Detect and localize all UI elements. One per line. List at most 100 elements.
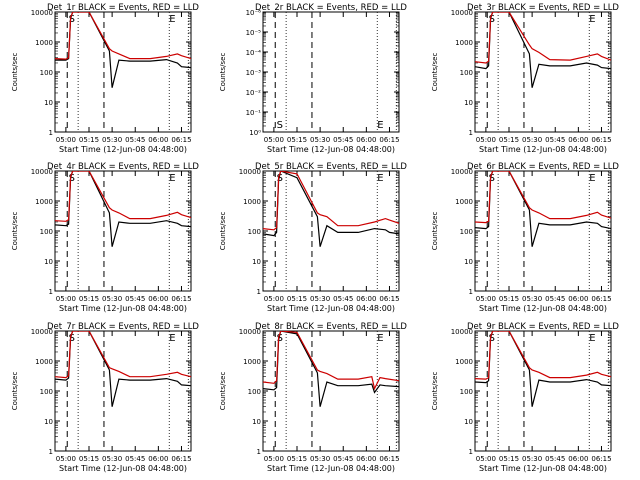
- y-tick-label: 1: [257, 448, 261, 456]
- y-tick-label: 100: [40, 388, 53, 396]
- start-marker: S: [277, 120, 283, 131]
- end-marker: E: [169, 14, 175, 25]
- y-tick-label: 10000: [31, 168, 53, 176]
- y-tick-label: 10⁻²: [246, 89, 262, 97]
- end-marker: E: [169, 333, 175, 344]
- x-tick-label: 06:00: [148, 295, 168, 303]
- x-tick-label: 05:00: [264, 136, 284, 144]
- x-tick-label: 05:45: [333, 295, 353, 303]
- detector-panel-4: Det_4r BLACK = Events, RED = LLD Counts/s…: [11, 162, 199, 313]
- detector-panel-6: Det_6r BLACK = Events, RED = LLD Counts/s…: [431, 162, 619, 313]
- x-tick-label: 06:15: [591, 136, 611, 144]
- y-tick-label: 10000: [451, 168, 473, 176]
- y-axis-label: Counts/sec: [431, 212, 439, 251]
- x-tick-label: 05:30: [102, 455, 122, 463]
- x-tick-label: 06:15: [379, 136, 399, 144]
- y-tick-label: 10000: [451, 328, 473, 336]
- y-tick-label: 1000: [455, 198, 473, 206]
- x-axis-label: Start Time (12-Jun-08 04:48:00): [479, 304, 607, 313]
- x-tick-label: 05:00: [264, 455, 284, 463]
- y-axis-label: Counts/sec: [431, 53, 439, 92]
- y-tick-label: 10: [464, 258, 473, 266]
- x-tick-label: 06:00: [148, 136, 168, 144]
- y-tick-label: 1: [49, 129, 53, 137]
- y-tick-label: 10000: [239, 328, 261, 336]
- x-tick-label: 06:15: [171, 295, 191, 303]
- y-tick-label: 10⁻⁴: [246, 49, 262, 57]
- series-lld-line: [263, 331, 399, 391]
- x-tick-label: 05:00: [56, 136, 76, 144]
- x-tick-label: 05:30: [522, 136, 542, 144]
- y-tick-label: 1: [257, 288, 261, 296]
- x-tick-label: 06:15: [379, 295, 399, 303]
- plot-frame: [474, 11, 612, 133]
- y-tick-label: 10000: [31, 328, 53, 336]
- plot-frame: [262, 11, 400, 133]
- end-marker: E: [169, 173, 175, 184]
- y-axis-label: Counts/sec: [11, 212, 19, 251]
- start-marker: S: [489, 14, 495, 25]
- x-tick-label: 05:15: [79, 295, 99, 303]
- x-tick-label: 05:15: [287, 136, 307, 144]
- x-tick-label: 05:30: [522, 295, 542, 303]
- x-tick-label: 05:30: [102, 295, 122, 303]
- panel-title: Det_5r BLACK = Events, RED = LLD: [255, 162, 407, 172]
- plot-frame: [54, 170, 192, 292]
- y-axis-label: Counts/sec: [219, 372, 227, 411]
- x-tick-label: 05:15: [499, 136, 519, 144]
- y-tick-label: 100: [40, 69, 53, 77]
- start-marker: S: [277, 173, 283, 184]
- end-marker: E: [589, 333, 595, 344]
- detector-panel-9: Det_9r BLACK = Events, RED = LLD Counts/s…: [431, 322, 619, 473]
- x-tick-label: 05:30: [310, 455, 330, 463]
- x-tick-label: 06:00: [356, 136, 376, 144]
- y-tick-label: 10⁻³: [246, 69, 262, 77]
- x-tick-label: 05:45: [125, 295, 145, 303]
- y-tick-label: 10: [464, 99, 473, 107]
- x-tick-label: 05:15: [499, 295, 519, 303]
- detector-panel-5: Det_5r BLACK = Events, RED = LLD Counts/s…: [219, 162, 407, 313]
- panel-title: Det_2r BLACK = Events, RED = LLD: [255, 3, 407, 13]
- series-lld-line: [55, 331, 191, 379]
- y-tick-label: 10: [252, 418, 261, 426]
- y-tick-label: 100: [460, 228, 473, 236]
- end-marker: E: [377, 120, 383, 131]
- detector-panel-2: Det_2r BLACK = Events, RED = LLD Counts/s…: [219, 3, 407, 154]
- plot-frame: [54, 330, 192, 452]
- series-lld-line: [55, 12, 191, 60]
- x-tick-label: 05:00: [56, 455, 76, 463]
- start-marker: S: [489, 173, 495, 184]
- y-axis-label: Counts/sec: [219, 212, 227, 251]
- y-tick-label: 10: [252, 258, 261, 266]
- start-marker: S: [69, 173, 75, 184]
- x-tick-label: 05:45: [333, 455, 353, 463]
- panel-title: Det_8r BLACK = Events, RED = LLD: [255, 322, 407, 332]
- y-tick-label: 1000: [35, 39, 53, 47]
- x-tick-label: 05:45: [545, 136, 565, 144]
- y-tick-label: 100: [40, 228, 53, 236]
- y-tick-label: 1: [469, 288, 473, 296]
- x-tick-label: 05:45: [125, 455, 145, 463]
- x-tick-label: 06:15: [171, 455, 191, 463]
- detector-panel-8: Det_8r BLACK = Events, RED = LLD Counts/s…: [219, 322, 407, 473]
- x-axis-label: Start Time (12-Jun-08 04:48:00): [479, 145, 607, 154]
- x-tick-label: 05:45: [125, 136, 145, 144]
- y-tick-label: 10⁻⁶: [246, 9, 262, 17]
- x-tick-label: 06:15: [591, 295, 611, 303]
- x-tick-label: 06:00: [568, 295, 588, 303]
- y-tick-label: 1000: [243, 358, 261, 366]
- y-axis-label: Counts/sec: [11, 372, 19, 411]
- x-tick-label: 05:00: [56, 295, 76, 303]
- start-marker: S: [69, 333, 75, 344]
- detector-panel-7: Det_7r BLACK = Events, RED = LLD Counts/s…: [11, 322, 199, 473]
- y-tick-label: 10: [44, 258, 53, 266]
- y-axis-label: Counts/sec: [219, 53, 227, 92]
- x-axis-label: Start Time (12-Jun-08 04:48:00): [479, 464, 607, 473]
- x-tick-label: 06:00: [568, 455, 588, 463]
- x-tick-label: 06:00: [356, 455, 376, 463]
- plot-frame: [474, 170, 612, 292]
- series-lld-line: [263, 171, 399, 231]
- y-tick-label: 10: [464, 418, 473, 426]
- plot-frame: [54, 11, 192, 133]
